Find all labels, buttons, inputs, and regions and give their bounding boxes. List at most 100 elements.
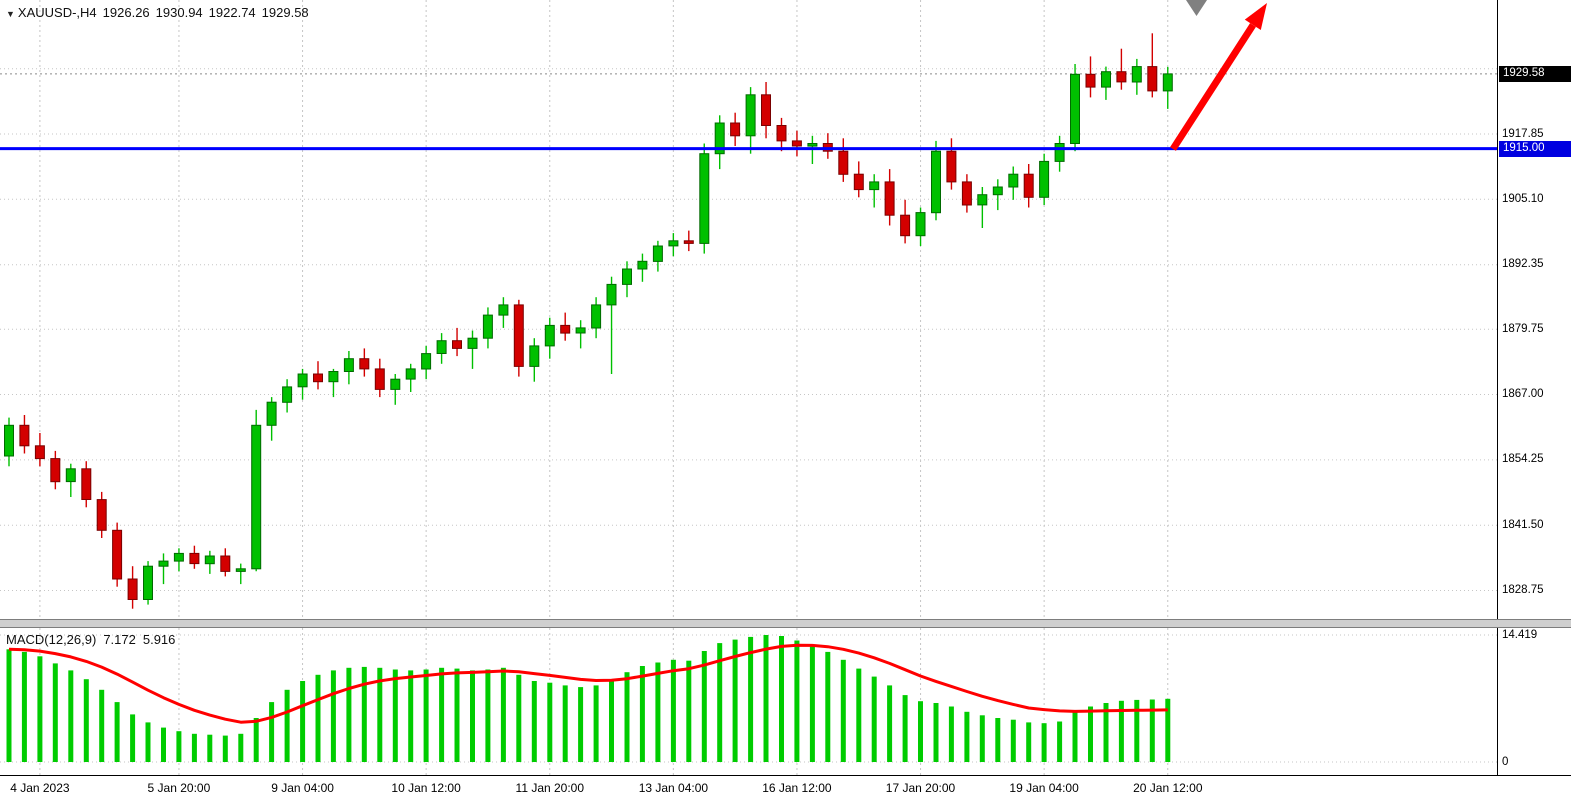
macd-bar [763, 635, 769, 762]
time-tick-label: 13 Jan 04:00 [638, 781, 709, 795]
candle-body [374, 368, 385, 390]
price-tick-label: 1917.85 [1502, 127, 1544, 140]
candle-body [50, 458, 61, 483]
price-tick-label: 1841.50 [1502, 518, 1544, 531]
macd-bar [377, 667, 383, 762]
macd-bar [315, 674, 321, 762]
macd-bar [423, 669, 429, 762]
candle-body [575, 327, 586, 334]
candle-body [915, 212, 926, 237]
macd-bar [717, 643, 723, 762]
candle-body [900, 214, 911, 237]
candle-body [328, 371, 339, 383]
candle-body [606, 283, 617, 306]
macd-bar [871, 676, 877, 762]
macd-bar [948, 706, 954, 762]
macd-bar [161, 727, 166, 762]
candle-body [838, 150, 849, 175]
macd-bar [809, 645, 815, 762]
candle-body [1039, 160, 1050, 198]
candle-body [343, 358, 354, 373]
macd-bar [222, 735, 228, 762]
candle-body [359, 358, 370, 370]
macd-histogram [6, 635, 1171, 762]
macd-bar [68, 670, 74, 762]
macd-bar [176, 731, 182, 762]
macd-bar [269, 702, 275, 762]
pane-divider[interactable] [0, 619, 1571, 628]
time-tick-label: 20 Jan 12:00 [1133, 781, 1203, 795]
candle-body [699, 153, 710, 244]
candle-body [946, 150, 957, 183]
macd-bar [655, 662, 661, 762]
candle-body [529, 345, 540, 367]
macd-bar [408, 670, 414, 762]
red-up-arrow[interactable] [1170, 3, 1267, 151]
candle-body [158, 560, 169, 567]
candle-body [1147, 66, 1158, 92]
symbol-quote: ▼ XAUUSD-,H4 1926.26 1930.94 1922.74 1929.58 [6, 5, 315, 20]
quote-low: 1922.74 [208, 5, 256, 20]
macd-bar [130, 714, 136, 762]
candle-body [65, 468, 76, 483]
macd-bar [779, 636, 784, 762]
macd-bar [701, 651, 707, 762]
candle-body [452, 340, 462, 349]
macd-bar [6, 649, 12, 762]
price-tick-label: 1854.25 [1502, 453, 1544, 466]
price-chart-canvas[interactable] [0, 0, 1497, 620]
candle-body [730, 122, 741, 137]
candle-body [251, 424, 262, 570]
candle-body [992, 186, 1003, 196]
macd-bar [1041, 723, 1047, 762]
macd-signal-line [8, 643, 1168, 724]
candle-body [467, 337, 478, 349]
gray-triangle-marker[interactable] [1186, 0, 1207, 16]
candle-body [173, 552, 184, 562]
candle-body [869, 181, 880, 191]
candle-body [266, 401, 277, 426]
macd-bar [191, 733, 197, 762]
macd-bar [207, 734, 213, 762]
macd-signal-value: 5.916 [142, 632, 176, 647]
candle-body [421, 353, 432, 370]
macd-canvas[interactable] [0, 628, 1497, 775]
price-tick-label: 1867.00 [1502, 388, 1544, 400]
quote-open: 1926.26 [102, 5, 150, 20]
macd-bar [593, 685, 599, 762]
candle-body [637, 260, 648, 270]
time-tick-label: 19 Jan 04:00 [1009, 781, 1079, 795]
candle-body [714, 122, 725, 155]
candle-body [220, 555, 231, 572]
macd-tick-label: 0 [1502, 755, 1509, 768]
macd-bar [639, 666, 645, 762]
candle-body [81, 468, 92, 500]
candle-body [1054, 143, 1065, 162]
macd-bar [578, 687, 584, 762]
candle-body [544, 324, 555, 347]
macd-bar [330, 670, 336, 762]
macd-bar [547, 682, 553, 762]
macd-bar [37, 656, 43, 762]
symbol-dropdown-icon[interactable]: ▼ [6, 9, 15, 19]
macd-bar [1149, 699, 1155, 762]
candle-body [143, 565, 153, 601]
time-tick-label: 11 Jan 20:00 [515, 781, 585, 795]
candle-body [1101, 71, 1111, 88]
candle-body [931, 150, 941, 214]
candle-body [112, 529, 123, 580]
candle-body [513, 304, 524, 367]
macd-bar [531, 681, 537, 762]
time-tick-label: 17 Jan 20:00 [885, 781, 956, 795]
macd-bar [1118, 700, 1124, 762]
candle-body [1008, 173, 1019, 188]
macd-bar [748, 636, 754, 762]
candle-body [853, 173, 864, 191]
macd-bar [439, 667, 445, 762]
candle-body [652, 245, 663, 262]
candle-body [235, 568, 246, 572]
macd-bar [670, 659, 676, 762]
macd-bar [1072, 711, 1078, 762]
candle-body [4, 424, 14, 457]
macd-bar [83, 679, 89, 762]
